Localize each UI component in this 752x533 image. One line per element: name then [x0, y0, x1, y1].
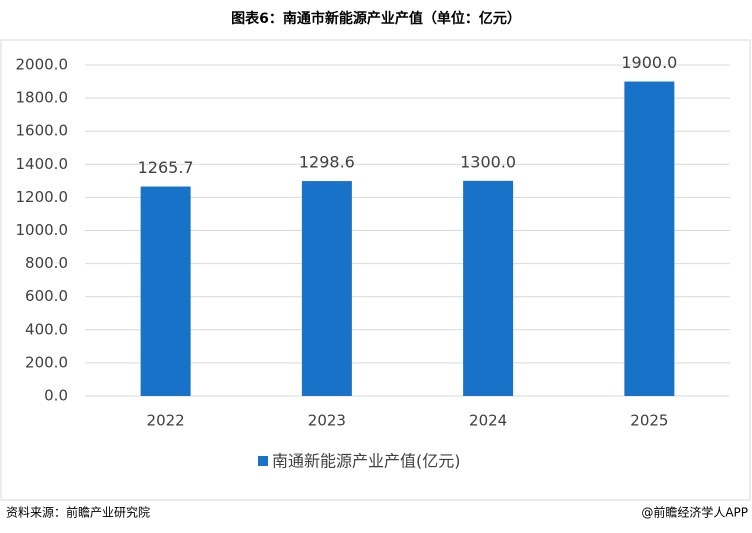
y-tick-label: 400.0 — [25, 320, 68, 338]
chart-border — [0, 39, 751, 501]
bar — [624, 81, 675, 397]
y-tick-label: 1800.0 — [16, 89, 69, 107]
chart-title: 图表6：南通市新能源产业产值（单位：亿元） — [231, 10, 521, 27]
source: 资料来源：前瞻产业研究院 — [6, 505, 150, 520]
value-label: 1265.7 — [138, 158, 194, 177]
value-label: 1900.0 — [621, 53, 677, 72]
legend-swatch — [258, 456, 268, 466]
y-tick-label: 1000.0 — [16, 221, 69, 239]
y-tick-label: 1400.0 — [16, 155, 69, 173]
y-tick-label: 1600.0 — [16, 122, 69, 140]
credit: @前瞻经济学人APP — [641, 505, 748, 520]
value-label: 1298.6 — [299, 153, 355, 172]
bar — [140, 186, 191, 396]
x-tick-label: 2022 — [147, 412, 185, 430]
x-tick-label: 2023 — [308, 412, 346, 430]
y-tick-label: 200.0 — [25, 353, 68, 371]
legend-label: 南通新能源产业产值(亿元) — [272, 452, 461, 471]
y-tick-label: 0.0 — [44, 387, 68, 405]
y-tick-label: 2000.0 — [16, 56, 69, 74]
bar — [463, 180, 514, 396]
y-tick-label: 600.0 — [25, 287, 68, 305]
x-tick-label: 2024 — [469, 412, 507, 430]
y-tick-label: 1200.0 — [16, 188, 69, 206]
y-tick-label: 800.0 — [25, 254, 68, 272]
value-label: 1300.0 — [460, 152, 516, 171]
x-tick-label: 2025 — [630, 412, 668, 430]
bar — [301, 181, 352, 396]
